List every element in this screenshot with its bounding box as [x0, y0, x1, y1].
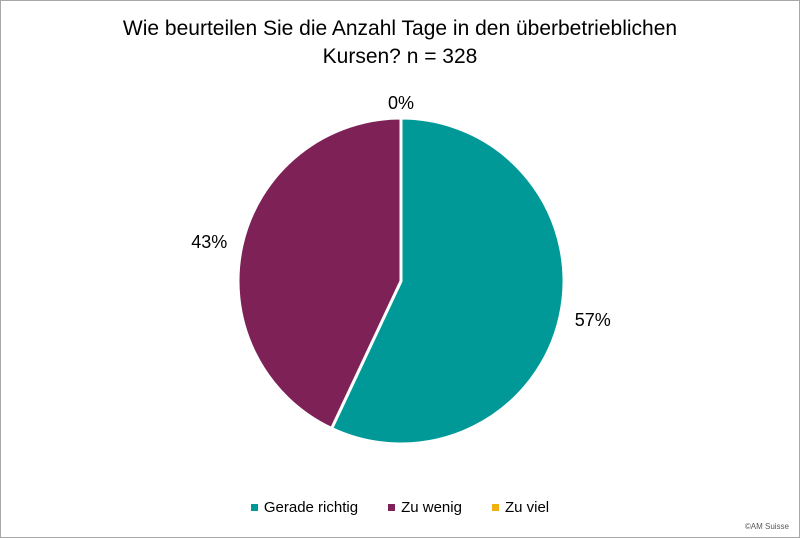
legend-label-gerade-richtig: Gerade richtig [263, 498, 359, 516]
pie-slice-zu-wenig [236, 116, 403, 431]
legend-marker-zu-viel [491, 503, 499, 511]
legend-item-zu-wenig: Zu wenig [388, 499, 462, 516]
legend-label-zu-viel: Zu viel [504, 498, 550, 516]
legend-marker-gerade-richtig [250, 503, 258, 511]
pie-label-zu-viel: 0% [388, 93, 414, 113]
legend: Gerade richtig Zu wenig Zu viel [1, 495, 799, 519]
pie-chart: 57% 43% 0% [191, 93, 611, 446]
pie-slice-gerade-richtig [329, 116, 566, 446]
chart-title-line1: Wie beurteilen Sie die Anzahl Tage in de… [122, 17, 678, 40]
legend-marker-zu-wenig [388, 503, 396, 511]
legend-label-zu-wenig: Zu wenig [401, 498, 462, 516]
chart-title: Wie beurteilen Sie die Anzahl Tage in de… [1, 15, 799, 71]
pie-label-zu-wenig: 43% [191, 232, 227, 252]
chart-title-line2: Kursen? n = 328 [322, 45, 478, 68]
copyright-credit: ©AM Suisse [744, 522, 789, 531]
legend-item-zu-viel: Zu viel [491, 498, 550, 516]
pie-label-gerade-richtig: 57% [575, 310, 611, 330]
legend-item-gerade-richtig: Gerade richtig [250, 498, 359, 516]
